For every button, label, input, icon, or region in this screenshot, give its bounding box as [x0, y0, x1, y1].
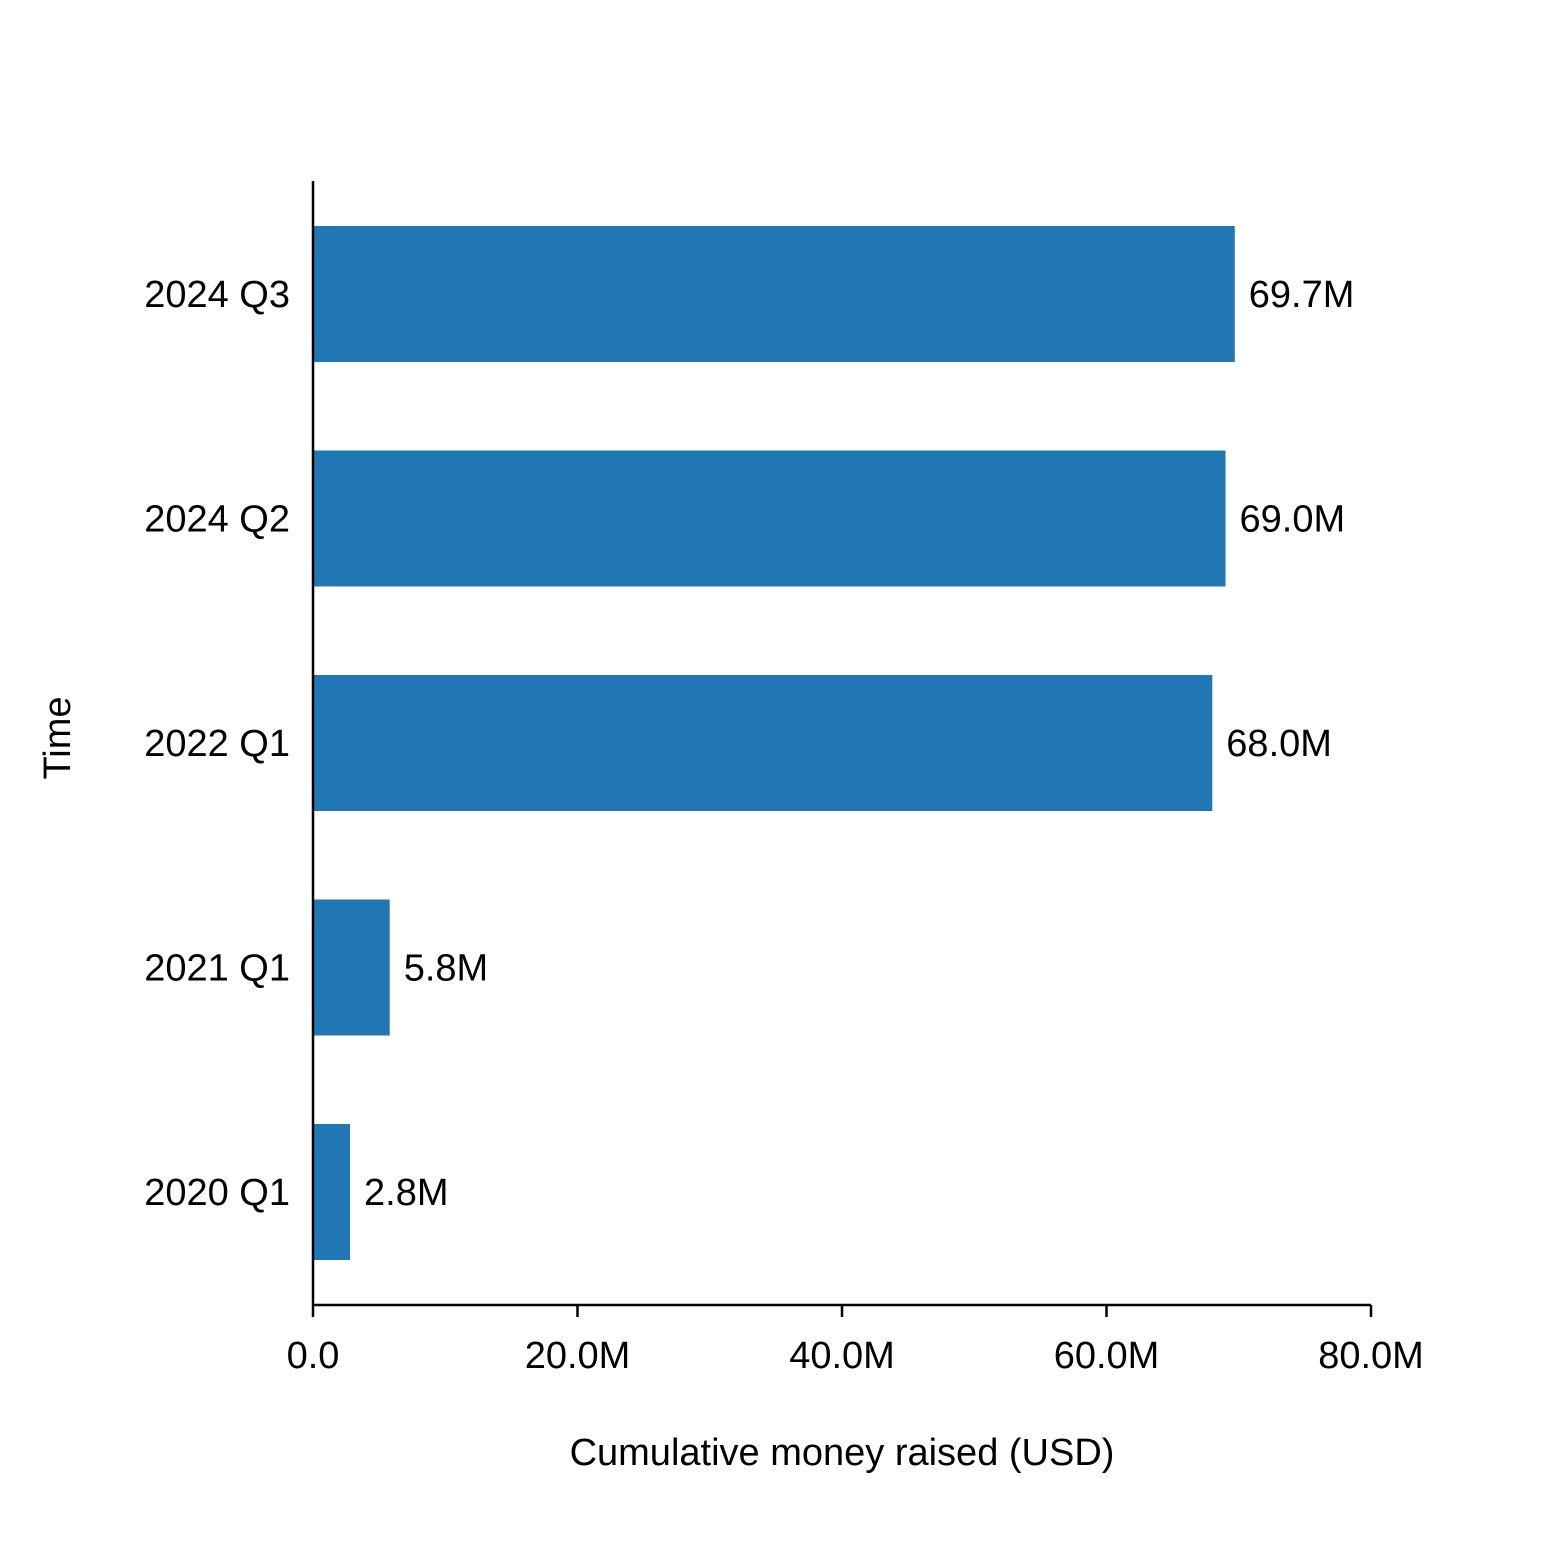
bar-2022-q1 — [313, 675, 1213, 811]
bar-value-label: 2.8M — [364, 1172, 448, 1214]
bars-group — [313, 226, 1235, 1260]
x-tick-label: 80.0M — [1318, 1335, 1424, 1377]
bar-2024-q3 — [313, 226, 1235, 362]
x-tick-label: 0.0 — [287, 1335, 340, 1377]
y-tick-label: 2024 Q2 — [144, 499, 290, 541]
bar-value-label: 68.0M — [1226, 723, 1332, 765]
value-labels-group: 69.7M 69.0M 68.0M 5.8M 2.8M — [364, 274, 1354, 1214]
category-labels-group: 2024 Q3 2024 Q2 2022 Q1 2021 Q1 2020 Q1 — [144, 274, 290, 1214]
x-axis-title: Cumulative money raised (USD) — [570, 1432, 1115, 1474]
bar-2021-q1 — [313, 899, 390, 1036]
bar-2020-q1 — [313, 1124, 351, 1260]
y-tick-label: 2021 Q1 — [144, 948, 290, 990]
bar-value-label: 69.7M — [1249, 274, 1355, 316]
x-tick-label: 60.0M — [1054, 1335, 1160, 1377]
x-ticks-group: 0.0 20.0M 40.0M 60.0M 80.0M — [287, 1305, 1424, 1377]
y-tick-label: 2024 Q3 — [144, 274, 290, 316]
bar-value-label: 5.8M — [404, 948, 488, 990]
x-tick-label: 20.0M — [525, 1335, 631, 1377]
y-tick-label: 2020 Q1 — [144, 1172, 290, 1214]
bar-value-label: 69.0M — [1240, 499, 1346, 541]
y-axis-title: Time — [37, 696, 79, 779]
bar-2024-q2 — [313, 450, 1226, 587]
x-tick-label: 40.0M — [789, 1335, 895, 1377]
y-tick-label: 2022 Q1 — [144, 723, 290, 765]
